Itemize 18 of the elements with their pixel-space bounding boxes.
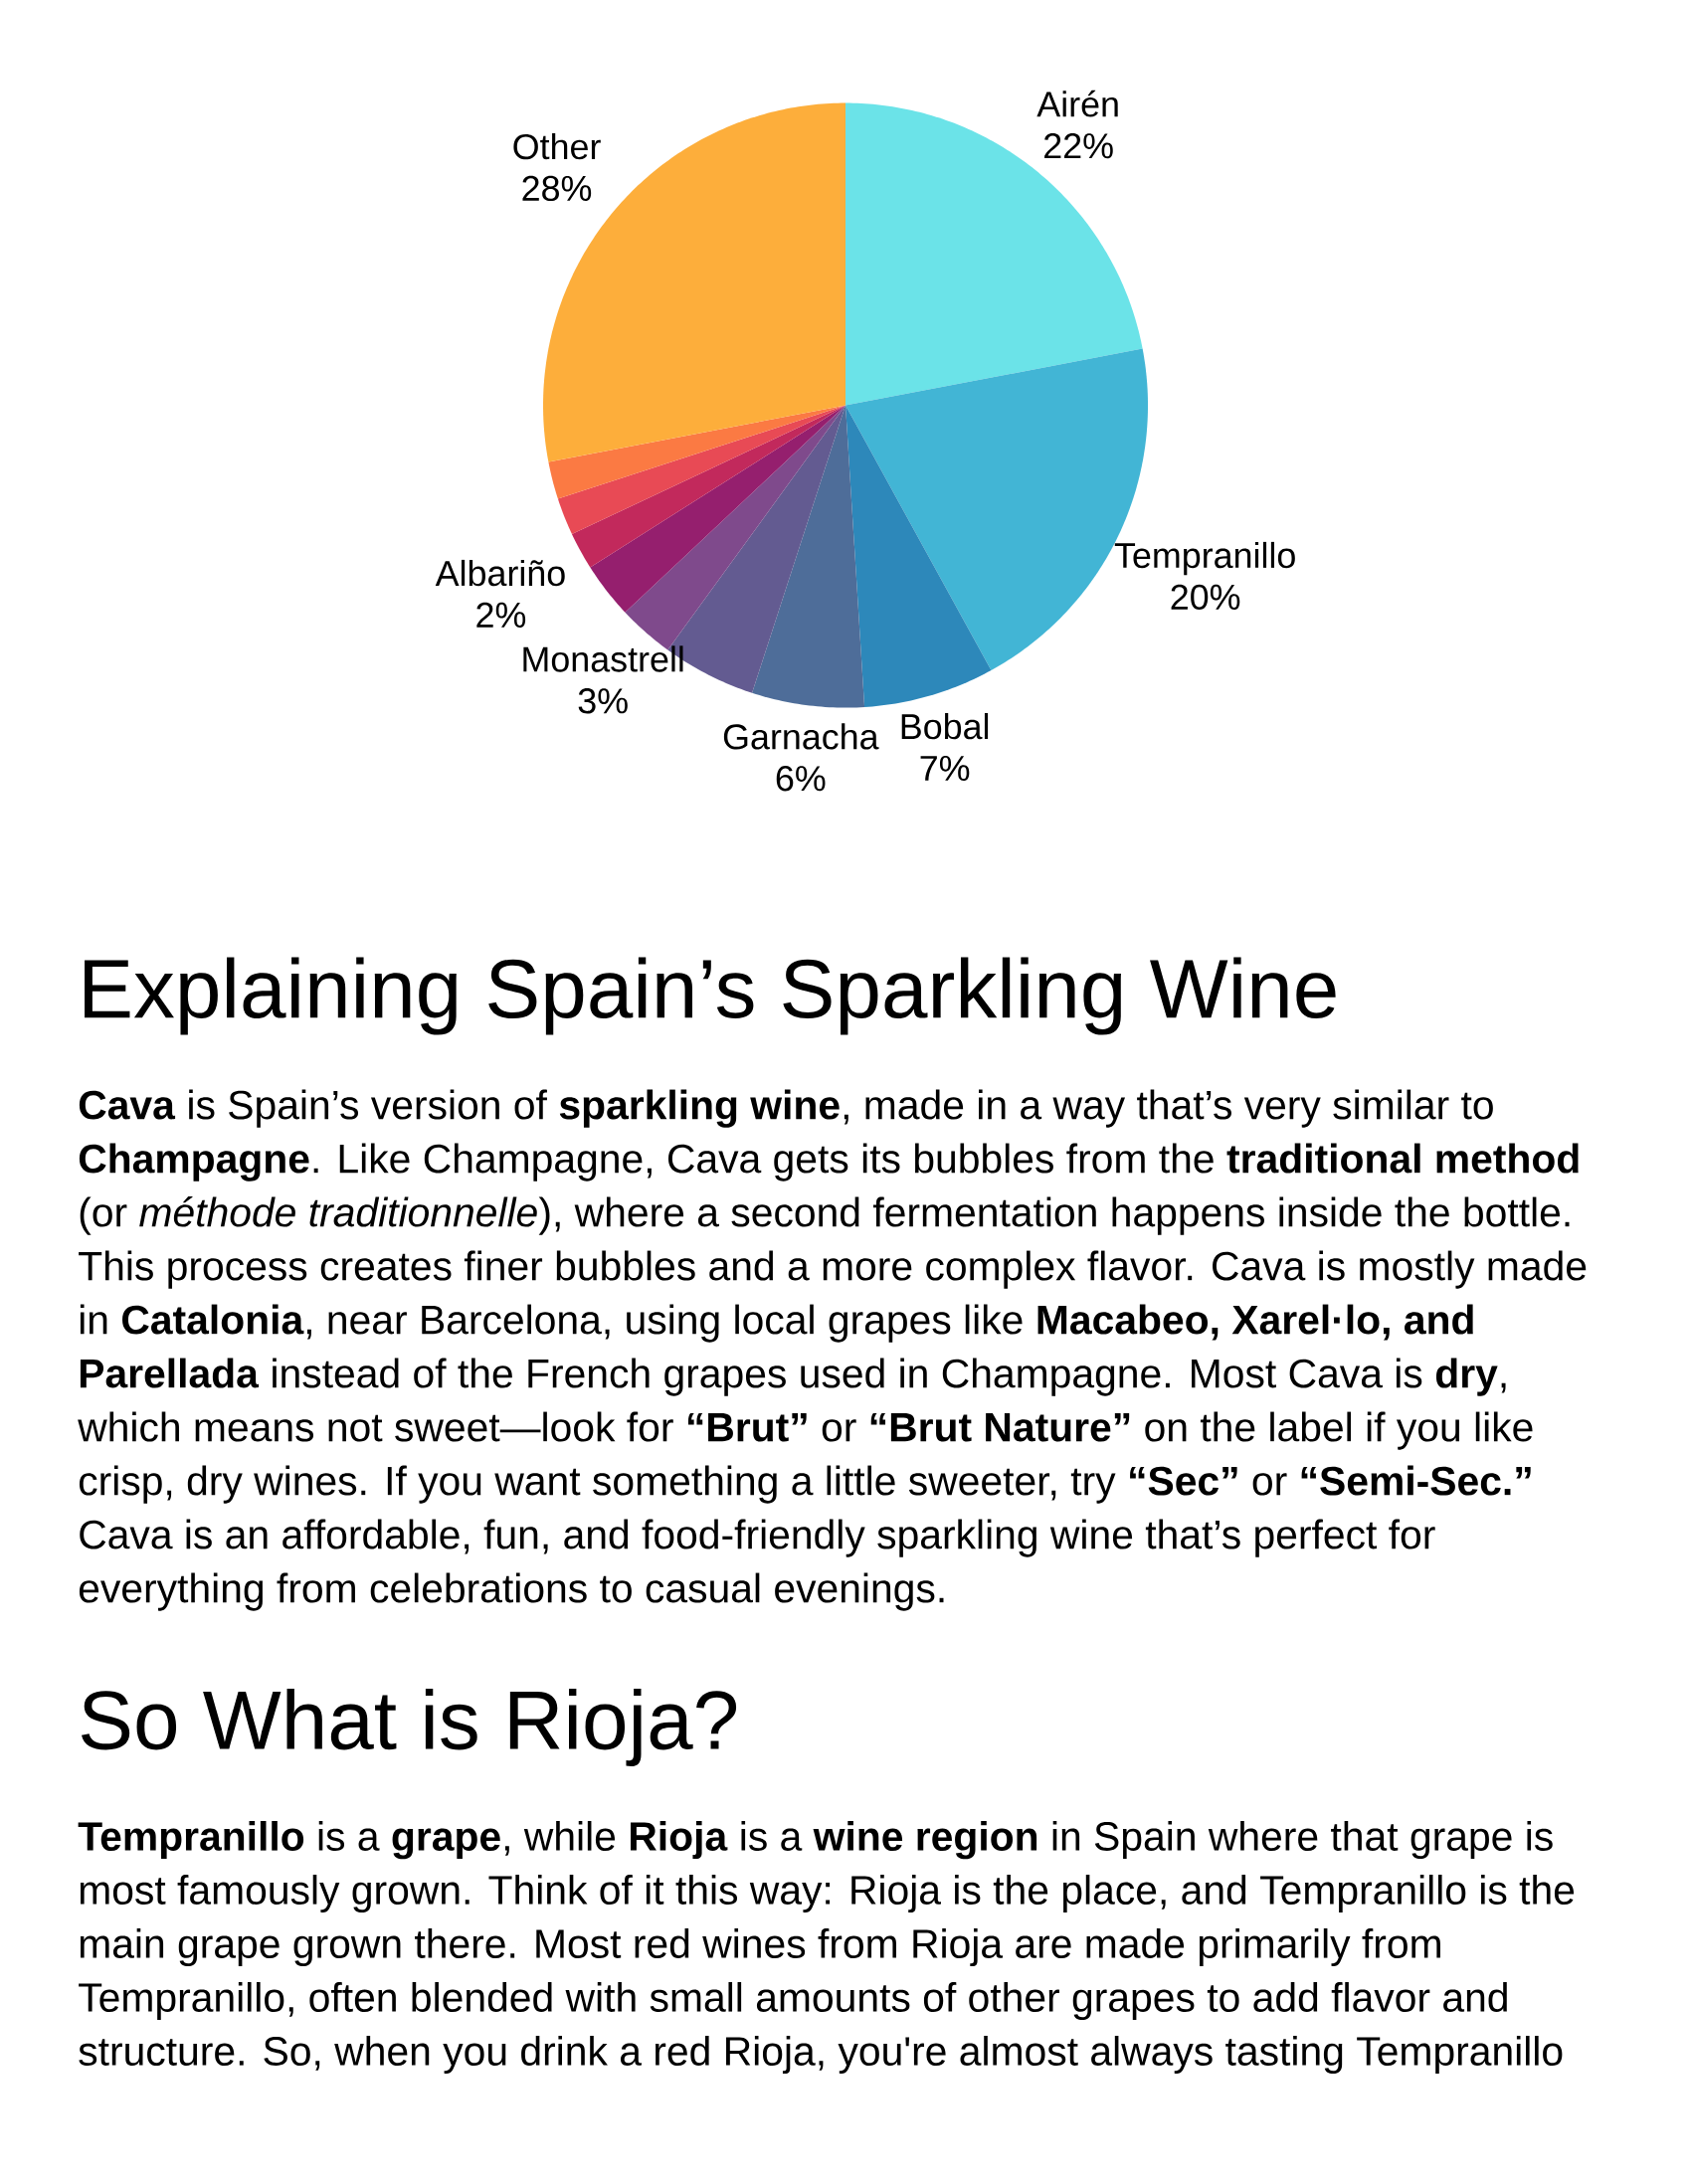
data-label: 20% [1171, 584, 1240, 611]
slice-label: Airén [1036, 90, 1118, 117]
slice-label: Tempranillo [1114, 541, 1295, 576]
slice-label: Bobal [901, 713, 989, 740]
slice-label: Monastrell [523, 645, 683, 672]
data-label: 6% [776, 766, 826, 792]
text: Explaining Spain’s Sparkling Wine [85, 957, 1336, 1035]
text: So What is Rioja? [82, 1688, 737, 1766]
text: Cava is Spain’s version of sparkling wine, made in a way that’s very similar to Champagne. Like Champagne, Cava gets its bubbles from the traditional method (or méthode traditionnelle), where a second fermentation happens inside the bottle. This process creates finer bubbles and a more complex flavor. Cava is mostly made in Catalonia, near Barcelona, using local grapes like Macabeo, Xarel·lo, and Parellada instead of the French grapes used in Champagne. Most Cava is dry, which means not sweet—look for “Brut” or “Brut Nature” on the label if you like crisp, dry wines. If you want something a little sweeter, try “Sec” or “Semi-Sec.” Cava is an affordable, fun, and food-friendly sparkling wine that’s perfect for everything from celebrations to casual evenings. [78, 1089, 1587, 1611]
slice-label: Albariño [435, 559, 565, 587]
data-label: 2% [476, 602, 526, 628]
data-label: 7% [920, 755, 970, 782]
data-label: 22% [1044, 133, 1113, 159]
slice-label: Garnacha [723, 723, 879, 750]
data-label: 28% [522, 175, 592, 202]
text: Tempranillo is a grape, while Rioja is a wine region in Spain where that grape is most famously grown. Think of it this way: Rioja is the place, and Tempranillo is the main grape grown there. Most red wines from Rioja are made primarily from Tempranillo, often blended with small amounts of other grapes to add flavor and structure. So, when you drink a red Rioja, you're almost always tasting Tempranillo [78, 1821, 1575, 2075]
data-label: 3% [578, 688, 628, 714]
slice-label: Other [513, 132, 601, 160]
